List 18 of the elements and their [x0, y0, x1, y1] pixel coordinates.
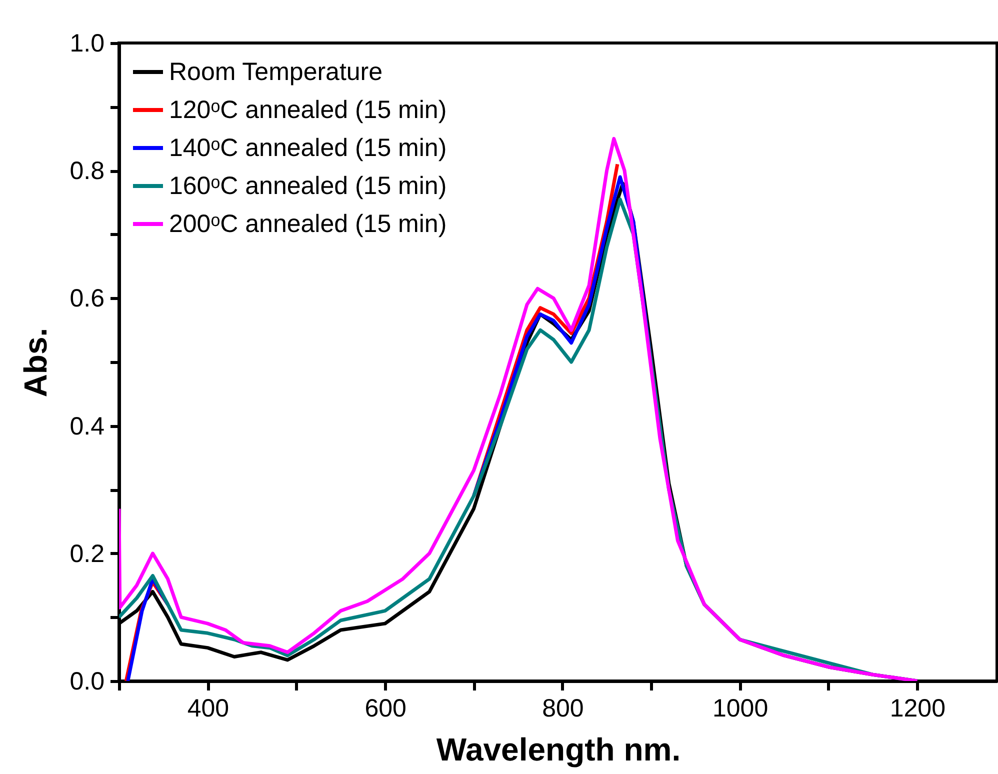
y-tick-label: 0.4	[70, 412, 105, 440]
y-axis-title: Abs.	[18, 328, 54, 398]
y-tick-label: 0.8	[70, 157, 104, 186]
y-tick-label: 0.6	[70, 284, 104, 313]
x-axis-title: Wavelength nm.	[436, 732, 681, 768]
legend-label: 200ᵒC annealed (15 min)	[169, 210, 447, 238]
x-tick-label: 400	[187, 694, 230, 722]
x-tick-label: 1000	[712, 694, 768, 722]
x-tick-label: 600	[364, 694, 406, 722]
legend-label: 120ᵒC annealed (15 min)	[169, 96, 447, 124]
legend-label: 140ᵒC annealed (15 min)	[169, 134, 447, 162]
legend-label: 160ᵒC annealed (15 min)	[169, 172, 447, 200]
x-tick-label: 800	[542, 694, 584, 722]
y-tick-label: 1.0	[70, 30, 104, 58]
y-tick-label: 0.0	[70, 668, 104, 696]
x-tick-label: 1200	[890, 694, 946, 722]
legend-label: Room Temperature	[169, 58, 383, 86]
y-tick-label: 0.2	[70, 540, 104, 568]
